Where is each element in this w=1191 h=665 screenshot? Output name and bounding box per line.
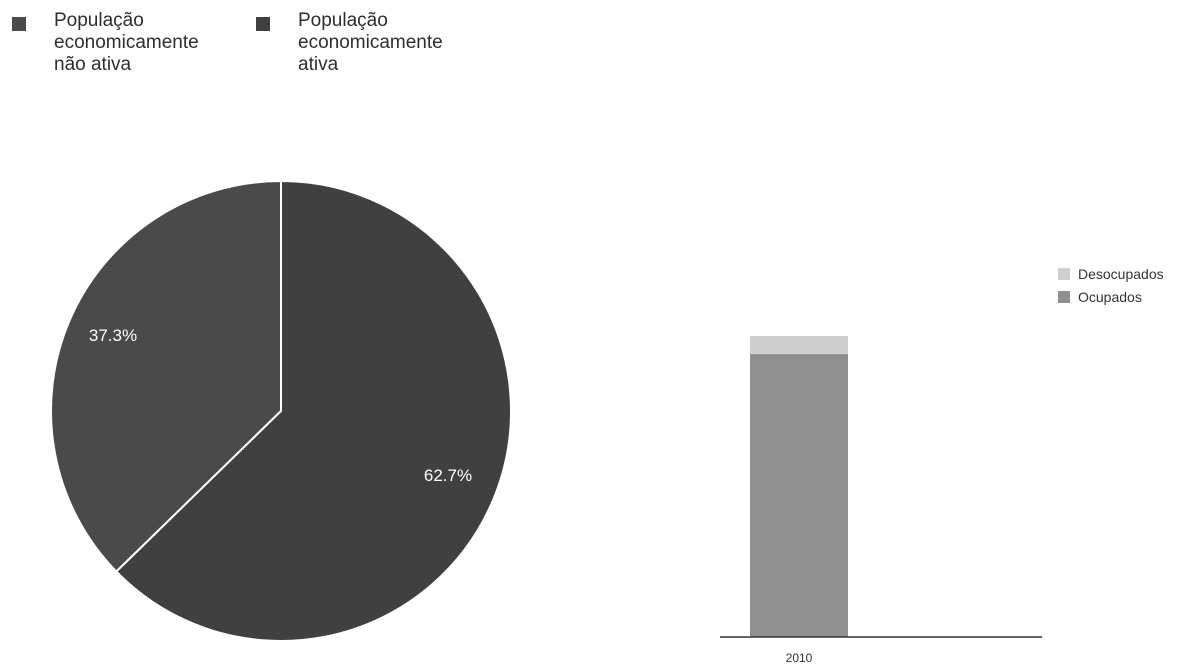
pie-legend-label-ativa: População economicamente ativa bbox=[298, 10, 443, 75]
pie-slice-0 bbox=[50, 179, 282, 573]
bar-category-label: 2010 bbox=[785, 651, 813, 665]
pie-slice-label-1: 62.7% bbox=[424, 466, 472, 485]
bar-legend-label-ocupados: Ocupados bbox=[1078, 289, 1142, 305]
bar-segment-ocupados bbox=[750, 354, 848, 637]
pie-legend-swatch-nao-ativa bbox=[12, 17, 26, 31]
pie-slice-label-0: 37.3% bbox=[89, 326, 137, 345]
pie-slice-1 bbox=[114, 179, 512, 642]
bar-legend-label-desocupados: Desocupados bbox=[1078, 266, 1164, 282]
bar-legend-swatch-ocupados bbox=[1058, 291, 1070, 303]
bar-segment-desocupados bbox=[750, 336, 848, 355]
pie-legend-label-nao-ativa: População economicamente não ativa bbox=[54, 10, 199, 75]
bar-legend-swatch-desocupados bbox=[1058, 268, 1070, 280]
pie-legend-swatch-ativa bbox=[256, 17, 270, 31]
